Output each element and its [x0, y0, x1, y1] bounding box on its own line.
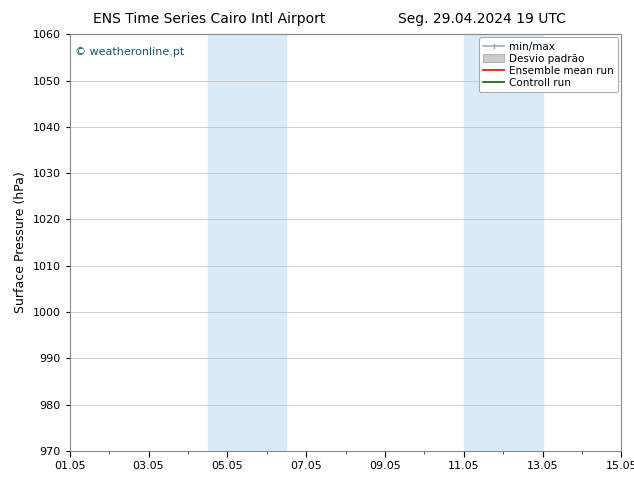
Bar — [463, 34, 543, 451]
Y-axis label: Surface Pressure (hPa): Surface Pressure (hPa) — [14, 172, 27, 314]
Text: © weatheronline.pt: © weatheronline.pt — [75, 47, 184, 57]
Text: ENS Time Series Cairo Intl Airport: ENS Time Series Cairo Intl Airport — [93, 12, 325, 26]
Text: Seg. 29.04.2024 19 UTC: Seg. 29.04.2024 19 UTC — [398, 12, 566, 26]
Bar — [207, 34, 287, 451]
Legend: min/max, Desvio padrão, Ensemble mean run, Controll run: min/max, Desvio padrão, Ensemble mean ru… — [479, 37, 618, 92]
